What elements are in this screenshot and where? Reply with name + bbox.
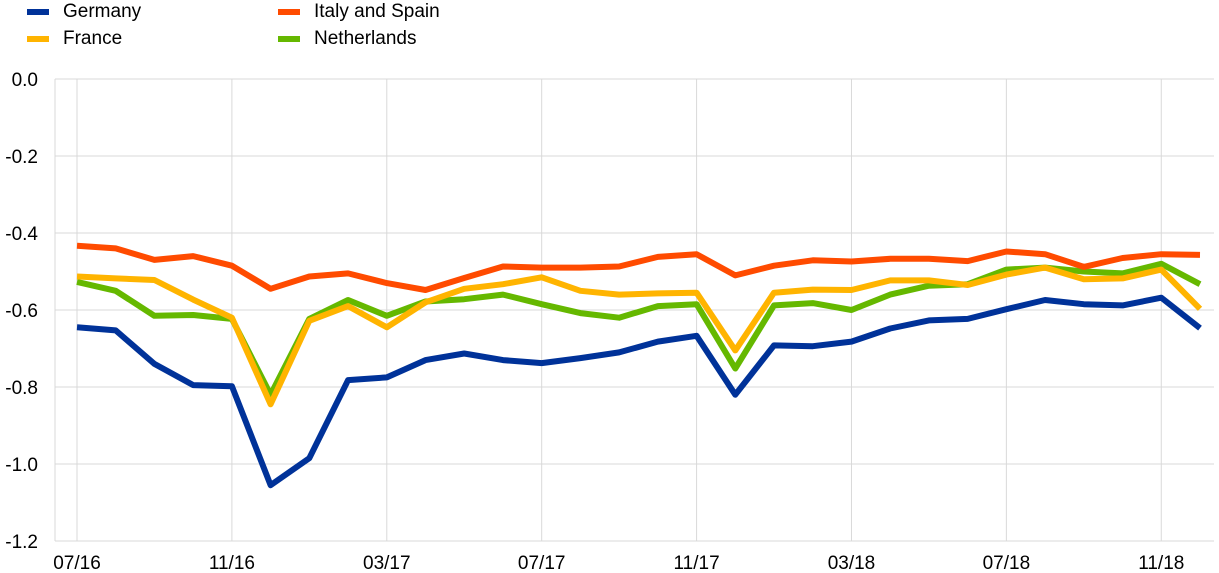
legend-swatch-italy-and-spain [278, 9, 300, 15]
legend-label-germany: Germany [63, 1, 142, 22]
legend-item-france: France [27, 27, 122, 51]
x-tick-label: 11/17 [674, 553, 720, 573]
legend-swatch-france [27, 36, 49, 42]
x-tick-label: 03/17 [363, 553, 411, 573]
series-line-france [76, 264, 1203, 408]
legend-item-italy-and-spain: Italy and Spain [278, 0, 440, 24]
legend-label-italy-and-spain: Italy and Spain [314, 1, 440, 22]
y-tick-label: -1.2 [5, 532, 38, 553]
x-tick-label: 07/18 [983, 553, 1031, 573]
x-tick-label: 11/16 [209, 553, 255, 573]
x-tick-label: 11/18 [1138, 553, 1184, 573]
legend: Germany Italy and Spain France Netherlan… [0, 0, 560, 56]
y-tick-label: 0.0 [12, 70, 38, 91]
y-tick-label: -0.8 [5, 378, 38, 399]
x-tick-label: 03/18 [828, 553, 876, 573]
series-line-germany [76, 294, 1202, 489]
legend-swatch-germany [27, 9, 49, 15]
series-line-netherlands [76, 260, 1202, 398]
series-line-italy-and-spain [76, 242, 1201, 293]
legend-item-netherlands: Netherlands [278, 27, 416, 51]
y-tick-label: -0.6 [5, 301, 38, 322]
legend-swatch-netherlands [278, 36, 300, 42]
x-tick-label: 07/16 [53, 553, 101, 573]
legend-label-netherlands: Netherlands [314, 28, 417, 49]
x-tick-label: 07/17 [518, 553, 566, 573]
legend-item-germany: Germany [27, 0, 141, 24]
y-tick-label: -1.0 [5, 455, 38, 476]
y-tick-label: -0.2 [5, 147, 38, 168]
y-tick-label: -0.4 [5, 224, 38, 245]
legend-label-france: France [63, 28, 123, 49]
